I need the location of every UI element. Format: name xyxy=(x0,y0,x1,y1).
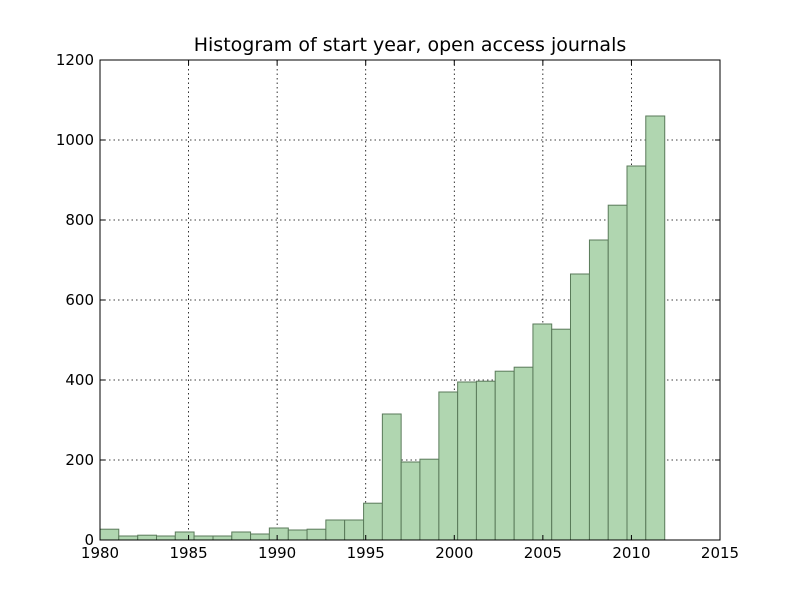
histogram-bar xyxy=(569,273,590,541)
x-tick-label: 1985 xyxy=(169,544,207,562)
histogram-bar xyxy=(268,527,289,541)
histogram-bar xyxy=(457,381,477,541)
chart-title: Histogram of start year, open access jou… xyxy=(193,34,627,56)
histogram-bar xyxy=(306,528,327,541)
x-tick-label: 2000 xyxy=(435,544,473,562)
histogram-bar xyxy=(419,458,440,541)
histogram-bar xyxy=(363,502,383,541)
histogram-bar xyxy=(645,115,666,541)
histogram-bar xyxy=(99,528,120,541)
histogram-bar xyxy=(494,370,515,541)
x-tick-label: 2010 xyxy=(612,544,650,562)
histogram-bar xyxy=(475,380,496,541)
histogram-bar xyxy=(551,328,571,541)
y-tick-label: 800 xyxy=(65,211,94,229)
histogram-bar xyxy=(118,535,139,541)
histogram-bar xyxy=(212,535,233,541)
histogram-bar xyxy=(438,391,459,541)
histogram-bar xyxy=(400,461,421,541)
y-tick-label: 200 xyxy=(65,451,94,469)
y-tick-label: 1200 xyxy=(56,51,94,69)
x-tick-label: 2015 xyxy=(701,544,739,562)
y-tick-label: 0 xyxy=(84,531,94,549)
histogram-bar xyxy=(513,366,534,541)
histogram-bar xyxy=(325,519,346,541)
histogram-bar xyxy=(156,535,176,541)
histogram-bar xyxy=(174,531,195,541)
histogram-bar xyxy=(532,323,553,541)
x-tick-label: 2005 xyxy=(524,544,562,562)
histogram-bar xyxy=(607,204,628,541)
histogram-bar xyxy=(287,529,308,541)
x-tick-label: 1995 xyxy=(347,544,385,562)
histogram-bar xyxy=(588,239,609,541)
histogram-bar xyxy=(381,413,402,541)
tick-labels: 1980 1985 1990 1995 2000 2005 2010 2015 0 200 400 6… xyxy=(56,51,739,562)
x-tick-label: 1980 xyxy=(81,544,119,562)
histogram-bar xyxy=(231,531,252,541)
ticks-layer xyxy=(99,59,721,541)
histogram-bar xyxy=(344,519,365,541)
histogram-bar xyxy=(193,535,214,541)
histogram-bar xyxy=(250,533,270,541)
histogram-bar xyxy=(137,534,158,541)
bars-layer xyxy=(99,115,666,541)
y-tick-label: 600 xyxy=(65,291,94,309)
x-tick-label: 1990 xyxy=(258,544,296,562)
y-tick-label: 400 xyxy=(65,371,94,389)
histogram-bar xyxy=(626,165,647,541)
y-tick-label: 1000 xyxy=(56,131,94,149)
